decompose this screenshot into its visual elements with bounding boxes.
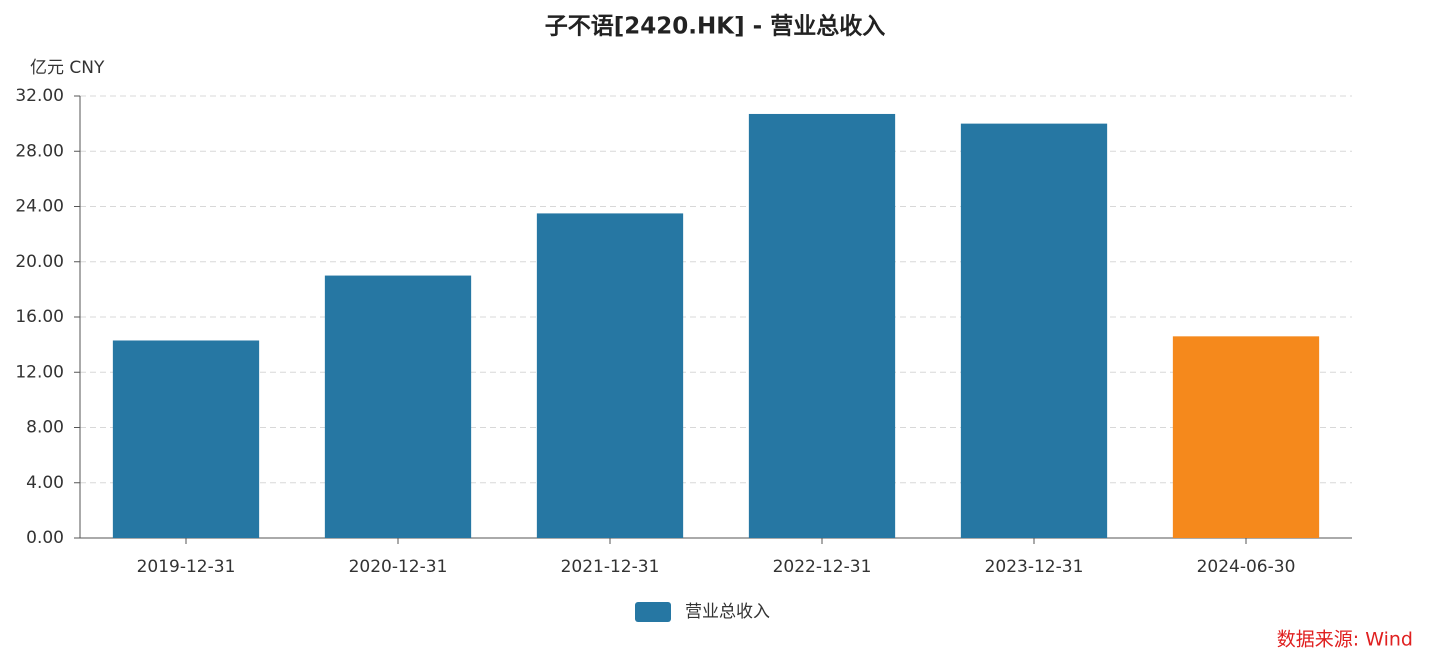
y-tick-label: 4.00 [26, 473, 64, 493]
bar [324, 275, 472, 538]
x-tick-label: 2020-12-31 [349, 557, 448, 577]
x-tick-label: 2024-06-30 [1197, 557, 1296, 577]
legend-label: 营业总收入 [685, 602, 770, 622]
y-tick-label: 8.00 [26, 418, 64, 438]
legend-swatch [635, 602, 671, 622]
bar [536, 213, 684, 538]
bar [112, 340, 260, 538]
y-tick-label: 0.00 [26, 528, 64, 548]
x-tick-label: 2019-12-31 [137, 557, 236, 577]
y-tick-label: 24.00 [15, 197, 64, 217]
y-tick-label: 16.00 [15, 307, 64, 327]
chart-title: 子不语[2420.HK] - 营业总收入 [545, 13, 885, 40]
x-tick-label: 2021-12-31 [561, 557, 660, 577]
source-note: 数据来源: Wind [1277, 629, 1413, 651]
bar [1172, 336, 1320, 538]
y-tick-label: 32.00 [15, 86, 64, 106]
y-unit-label: 亿元 CNY [30, 58, 105, 78]
y-tick-label: 20.00 [15, 252, 64, 272]
bar [748, 113, 896, 539]
x-tick-label: 2022-12-31 [773, 557, 872, 577]
y-tick-label: 28.00 [15, 141, 64, 161]
y-tick-label: 12.00 [15, 362, 64, 382]
x-tick-label: 2023-12-31 [985, 557, 1084, 577]
bar [960, 123, 1108, 538]
